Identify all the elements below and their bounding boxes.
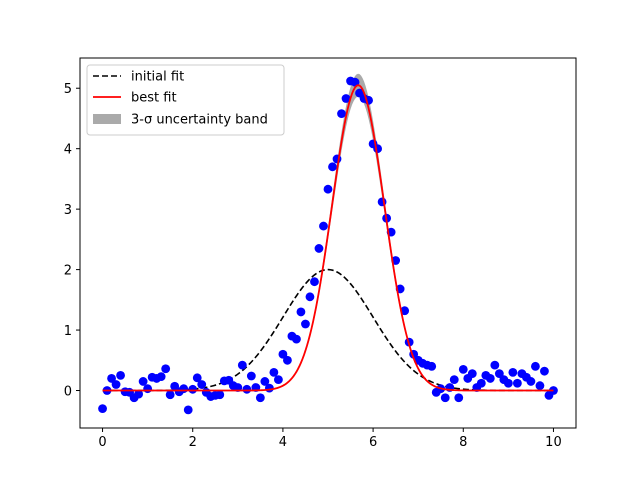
- legend-initial-fit-label: initial fit: [131, 70, 184, 85]
- data-point: [427, 361, 437, 371]
- data-point: [490, 360, 500, 370]
- legend: initial fit best fit 3-σ uncertainty ban…: [86, 64, 285, 136]
- data-point: [134, 389, 144, 399]
- data-point: [197, 380, 207, 389]
- data-point: [305, 292, 315, 302]
- data-point: [373, 144, 382, 154]
- data-point: [314, 244, 324, 253]
- data-point: [188, 384, 198, 394]
- data-point: [319, 221, 328, 231]
- data-point: [215, 390, 225, 400]
- data-point: [260, 377, 270, 386]
- data-point: [143, 384, 153, 394]
- legend-band-swatch: [93, 114, 121, 124]
- data-point: [449, 375, 459, 385]
- data-point: [116, 371, 125, 380]
- data-point: [323, 184, 333, 194]
- axes-frame: [79, 57, 577, 429]
- data-point: [98, 404, 107, 414]
- data-point: [531, 361, 540, 371]
- data-point: [440, 393, 450, 403]
- x-tick-label: 6: [369, 435, 377, 450]
- data-point: [301, 319, 310, 329]
- data-point: [292, 334, 301, 344]
- data-point: [526, 377, 536, 386]
- y-tick-label: 3: [64, 203, 72, 218]
- data-point: [400, 306, 410, 316]
- data-point: [156, 372, 166, 382]
- data-point: [476, 378, 486, 388]
- data-point: [246, 371, 256, 381]
- data-point: [274, 375, 283, 385]
- legend-best-fit-label: best fit: [131, 91, 177, 106]
- legend-band-label: 3-σ uncertainty band: [131, 113, 268, 128]
- data-point: [296, 307, 306, 317]
- data-point: [183, 405, 193, 415]
- data-point: [138, 377, 148, 386]
- x-tick-label: 8: [459, 435, 467, 450]
- x-tick-label: 0: [98, 435, 106, 450]
- y-axis-ticks: 0 1 2 3 4 5: [64, 82, 80, 400]
- data-point: [165, 390, 175, 400]
- data-point: [242, 384, 252, 394]
- data-point: [337, 109, 346, 119]
- data-point: [161, 364, 171, 374]
- data-point: [179, 384, 189, 394]
- x-tick-label: 2: [189, 435, 197, 450]
- y-tick-label: 1: [64, 324, 72, 339]
- y-tick-label: 2: [64, 264, 72, 279]
- data-point: [503, 378, 513, 388]
- y-tick-label: 0: [64, 385, 72, 400]
- data-point: [264, 383, 274, 393]
- data-point: [328, 162, 337, 172]
- x-tick-label: 10: [545, 435, 562, 450]
- x-tick-label: 4: [279, 435, 287, 450]
- data-point: [283, 355, 292, 365]
- data-point: [467, 369, 477, 378]
- data-point: [192, 373, 202, 383]
- data-point: [269, 367, 279, 377]
- x-axis-ticks: 0 2 4 6 8 10: [98, 428, 562, 450]
- data-point: [310, 277, 319, 287]
- data-point: [494, 369, 504, 378]
- data-point: [458, 364, 468, 374]
- data-point: [508, 367, 518, 377]
- data-point: [485, 374, 495, 383]
- legend-box: [86, 64, 285, 136]
- data-point: [278, 349, 288, 359]
- y-tick-label: 4: [64, 143, 72, 158]
- data-point: [107, 374, 116, 383]
- data-point: [535, 381, 545, 391]
- plot-area: [98, 73, 558, 415]
- data-point: [255, 393, 265, 403]
- data-point: [512, 378, 522, 388]
- y-tick-label: 5: [64, 82, 72, 97]
- best-fit-line: [102, 84, 554, 392]
- data-point: [540, 366, 549, 376]
- data-point: [237, 360, 247, 370]
- data-point: [350, 77, 360, 87]
- data-point: [341, 94, 351, 103]
- data-point: [111, 380, 121, 389]
- data-point: [454, 393, 464, 403]
